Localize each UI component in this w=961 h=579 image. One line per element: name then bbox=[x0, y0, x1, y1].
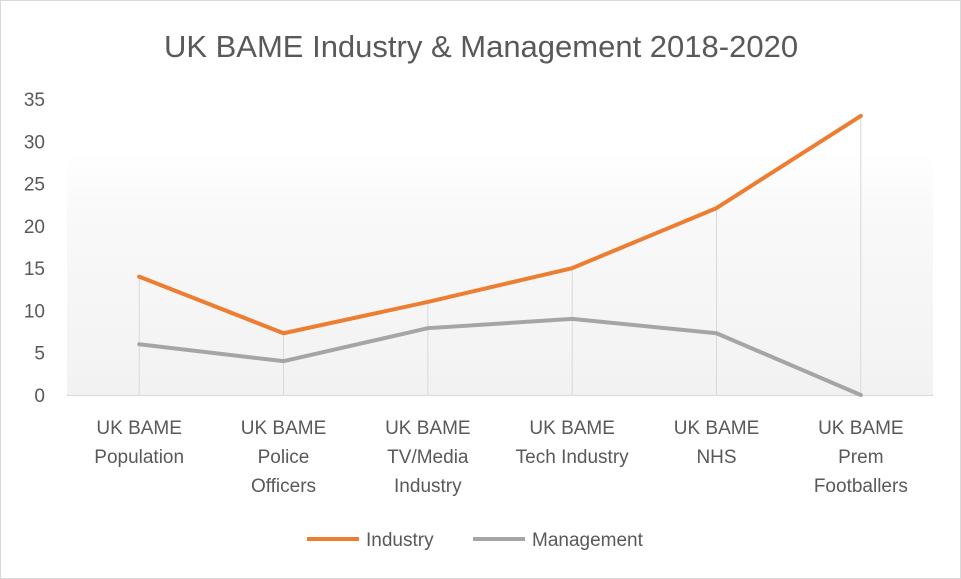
y-tick-label: 0 bbox=[34, 386, 45, 407]
y-tick-label: 30 bbox=[24, 132, 45, 153]
legend: Industry Management bbox=[307, 530, 644, 551]
y-tick-label: 5 bbox=[34, 344, 45, 365]
x-tick-label: UK BAME Prem Footballers bbox=[814, 418, 908, 497]
y-axis-ticks: 0 5 10 15 20 25 30 35 bbox=[24, 90, 45, 407]
y-tick-label: 10 bbox=[24, 301, 45, 322]
y-tick-label: 20 bbox=[24, 217, 45, 238]
drop-lines bbox=[138, 115, 862, 395]
x-axis-ticks: UK BAME Population UK BAME Police Officers UK… bbox=[94, 418, 908, 497]
x-tick-label: UK BAME Tech Industry bbox=[516, 418, 629, 468]
x-tick-label: UK BAME Police Officers bbox=[241, 418, 327, 497]
series-line-industry bbox=[137, 113, 863, 336]
x-tick-label: UK BAME TV/Media Industry bbox=[385, 418, 471, 497]
legend-label-industry: Industry bbox=[366, 530, 434, 551]
legend-label-management: Management bbox=[532, 530, 644, 551]
y-tick-label: 25 bbox=[24, 175, 45, 196]
x-tick-label: UK BAME NHS bbox=[674, 418, 760, 468]
chart-title: UK BAME Industry & Management 2018-2020 bbox=[164, 29, 798, 64]
plot-area-background bbox=[67, 151, 933, 395]
y-tick-label: 35 bbox=[24, 90, 45, 111]
series-lines bbox=[137, 113, 863, 397]
x-tick-label: UK BAME Population bbox=[94, 418, 184, 468]
series-line-management bbox=[137, 316, 863, 397]
y-tick-label: 15 bbox=[24, 259, 45, 280]
